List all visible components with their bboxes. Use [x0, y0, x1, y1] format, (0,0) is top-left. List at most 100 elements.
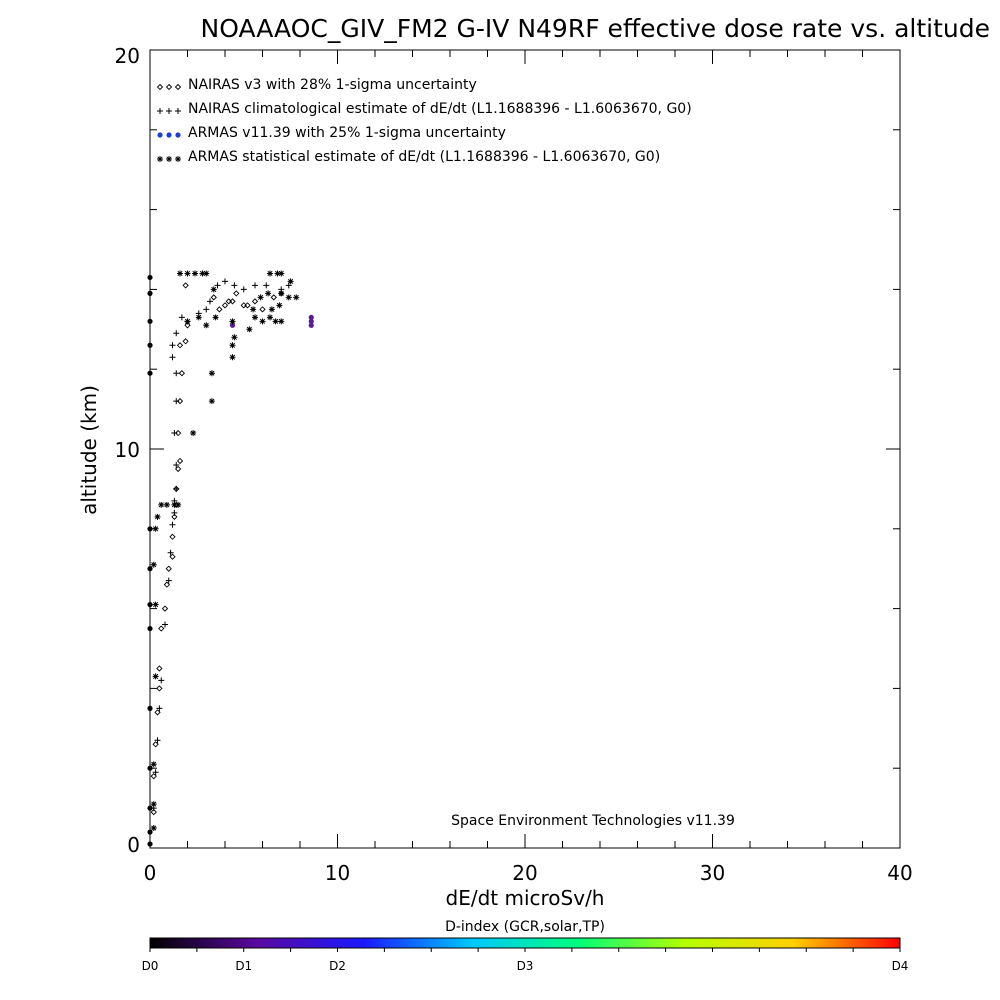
colorbar-ticks — [149, 948, 901, 952]
legend-marker — [157, 108, 163, 114]
data-point — [175, 501, 182, 508]
legend-marker — [157, 132, 163, 138]
data-point — [156, 665, 163, 672]
x-tick-label: 20 — [512, 861, 537, 885]
legend-marker — [174, 83, 182, 91]
data-point — [171, 501, 178, 508]
legend-label: ARMAS statistical estimate of dE/dt (L1.… — [188, 149, 660, 165]
data-point — [240, 286, 247, 293]
data-point — [216, 306, 223, 313]
data-point — [265, 290, 272, 297]
data-point — [156, 705, 163, 712]
colorbar-label: D3 — [517, 959, 534, 973]
data-point — [208, 370, 215, 377]
data-point — [267, 270, 273, 277]
x-tick-label: 0 — [144, 861, 157, 885]
data-point — [190, 430, 197, 437]
legend-marker — [165, 83, 173, 91]
data-point — [158, 677, 165, 684]
data-point — [229, 322, 236, 328]
data-point — [229, 354, 236, 361]
data-point — [246, 326, 253, 333]
legend-markers — [156, 83, 182, 162]
y-tick-label: 0 — [127, 833, 140, 857]
data-points — [147, 270, 314, 847]
data-point — [221, 302, 229, 309]
data-point — [154, 513, 161, 520]
data-point — [158, 501, 165, 508]
data-point — [163, 501, 170, 508]
data-point — [167, 549, 174, 556]
data-point — [259, 306, 266, 313]
series-asterisk — [150, 270, 300, 832]
colorbar-labels: D0 D1 D2 D3 D4 — [142, 959, 909, 973]
series-diamond — [150, 282, 285, 816]
data-point — [252, 314, 258, 321]
legend-marker — [175, 156, 181, 162]
data-point — [176, 397, 184, 405]
data-point — [161, 605, 169, 612]
data-point — [203, 306, 210, 313]
legend-marker — [175, 108, 181, 114]
data-point — [229, 298, 236, 305]
axis-ticks — [149, 49, 901, 849]
data-point — [184, 318, 191, 325]
data-point — [199, 270, 206, 277]
data-point — [147, 274, 153, 281]
data-point — [184, 322, 191, 329]
data-point — [251, 298, 259, 305]
colorbar-label: D4 — [892, 959, 909, 973]
data-point — [244, 302, 251, 309]
data-point — [147, 602, 153, 608]
data-point — [173, 461, 180, 468]
colorbar-title: D-index (GCR,solar,TP) — [445, 919, 605, 935]
data-point — [150, 561, 157, 568]
data-point — [184, 270, 191, 277]
data-point — [147, 566, 153, 572]
data-point — [308, 318, 314, 324]
data-point — [270, 294, 277, 301]
data-point — [150, 808, 157, 816]
data-point — [177, 270, 183, 277]
data-point — [233, 290, 240, 297]
y-tick-label: 10 — [115, 438, 140, 462]
data-point — [203, 270, 210, 277]
data-point — [147, 526, 153, 532]
series-plus — [150, 278, 292, 812]
data-point — [222, 278, 228, 285]
data-point — [192, 270, 198, 277]
data-point — [176, 342, 184, 349]
data-point — [169, 533, 176, 540]
data-point — [147, 625, 153, 632]
data-point — [173, 330, 180, 337]
data-point — [210, 294, 217, 301]
data-point — [147, 765, 153, 771]
data-point — [173, 485, 180, 492]
data-point — [212, 314, 219, 321]
data-point — [182, 338, 189, 345]
y-axis-label: altitude (km) — [77, 385, 101, 515]
data-point — [154, 709, 161, 716]
data-point — [174, 465, 182, 473]
data-point — [150, 761, 157, 768]
data-point — [176, 457, 184, 465]
data-point — [174, 429, 182, 437]
legend-marker — [166, 132, 172, 138]
data-point — [267, 314, 273, 321]
data-point — [165, 577, 172, 584]
data-point — [147, 805, 153, 811]
data-point — [154, 737, 161, 744]
data-point — [274, 270, 281, 277]
data-point — [195, 314, 202, 321]
data-point — [173, 398, 180, 405]
legend: NAIRAS v3 with 28% 1-sigma uncertainty N… — [156, 77, 692, 165]
data-point — [171, 513, 178, 520]
data-point — [173, 370, 180, 377]
data-point — [263, 282, 270, 289]
data-point — [257, 294, 264, 301]
data-point — [150, 825, 157, 832]
data-point — [210, 286, 217, 293]
colorbar — [149, 937, 901, 949]
data-point — [276, 302, 283, 309]
data-point — [252, 282, 258, 289]
